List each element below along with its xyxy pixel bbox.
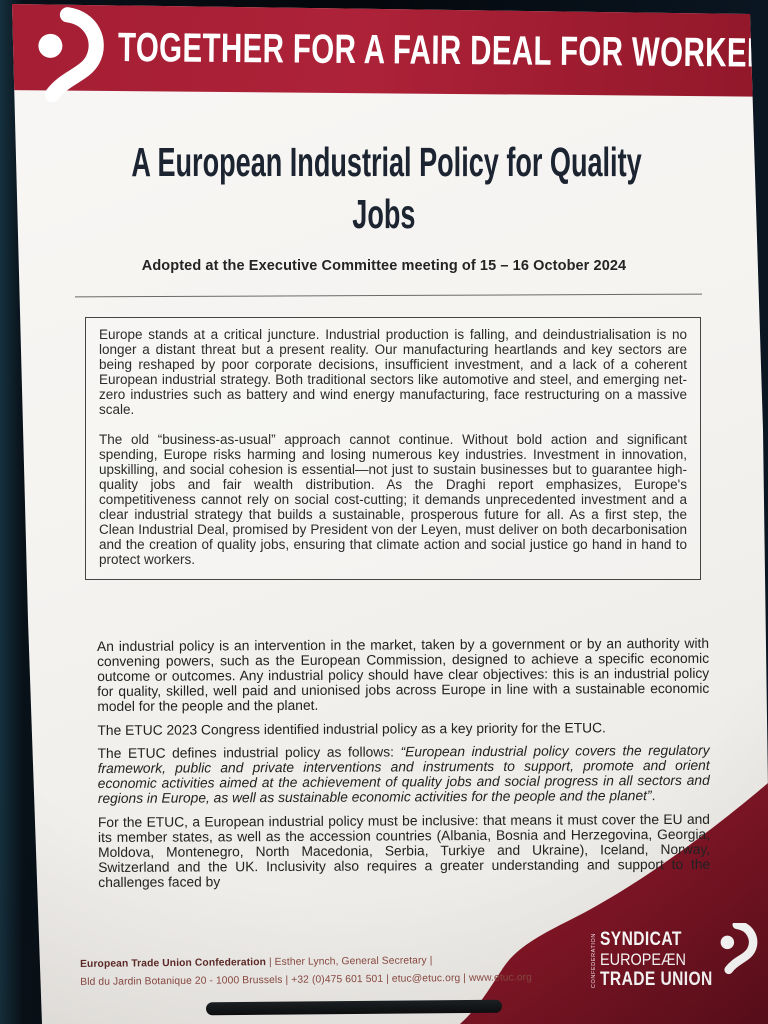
corner-logo-europaen: EUROPEÆN xyxy=(600,950,686,969)
etuc-figure-icon xyxy=(38,7,104,103)
corner-brand-wedge xyxy=(460,783,768,1024)
footer-line-1: European Trade Union Confederation | Est… xyxy=(80,953,550,971)
bezel-bar xyxy=(205,999,503,1016)
box-paragraph-1: Europe stands at a critical juncture. In… xyxy=(99,327,687,418)
divider-rule xyxy=(75,293,702,298)
footer-secretary: | Esther Lynch, General Secretary | xyxy=(265,955,433,969)
body-text: An industrial policy is an intervention … xyxy=(96,635,711,900)
summary-box: Europe stands at a critical juncture. In… xyxy=(85,317,701,581)
body-paragraph-2: The ETUC 2023 Congress identified indust… xyxy=(97,719,606,738)
page-title: A European Industrial Policy for Quality… xyxy=(12,136,768,240)
header-banner: TOGETHER FOR A FAIR DEAL FOR WORKERS xyxy=(12,4,768,103)
body-paragraph-3: The ETUC defines industrial policy as fo… xyxy=(97,743,710,807)
corner-logo: CONFEDERATION SYNDICAT EUROPEÆN TRADE UN… xyxy=(591,923,768,991)
corner-logo-trade-union: TRADE UNION xyxy=(600,969,713,990)
etuc-figure-icon-small xyxy=(720,923,758,975)
title-line-1: A European Industrial Policy for Quality xyxy=(131,139,642,185)
adoption-note: Adopted at the Executive Committee meeti… xyxy=(141,258,627,274)
banner-slogan: TOGETHER FOR A FAIR DEAL FOR WORKERS xyxy=(117,24,768,76)
definition-end: . xyxy=(651,788,656,804)
footer: European Trade Union Confederation | Est… xyxy=(80,953,550,989)
box-paragraph-2: The old “business-as-usual” approach can… xyxy=(99,431,687,568)
title-line-2: Jobs xyxy=(352,191,416,237)
corner-logo-vertical: CONFEDERATION xyxy=(591,933,597,989)
definition-intro: The ETUC defines industrial policy as fo… xyxy=(97,744,401,762)
corner-logo-syndicat: SYNDICAT xyxy=(600,929,682,950)
body-paragraph-1: An industrial policy is an intervention … xyxy=(96,635,710,714)
body-paragraph-4: For the ETUC, a European industrial poli… xyxy=(97,811,711,890)
footer-org: European Trade Union Confederation xyxy=(80,957,267,970)
